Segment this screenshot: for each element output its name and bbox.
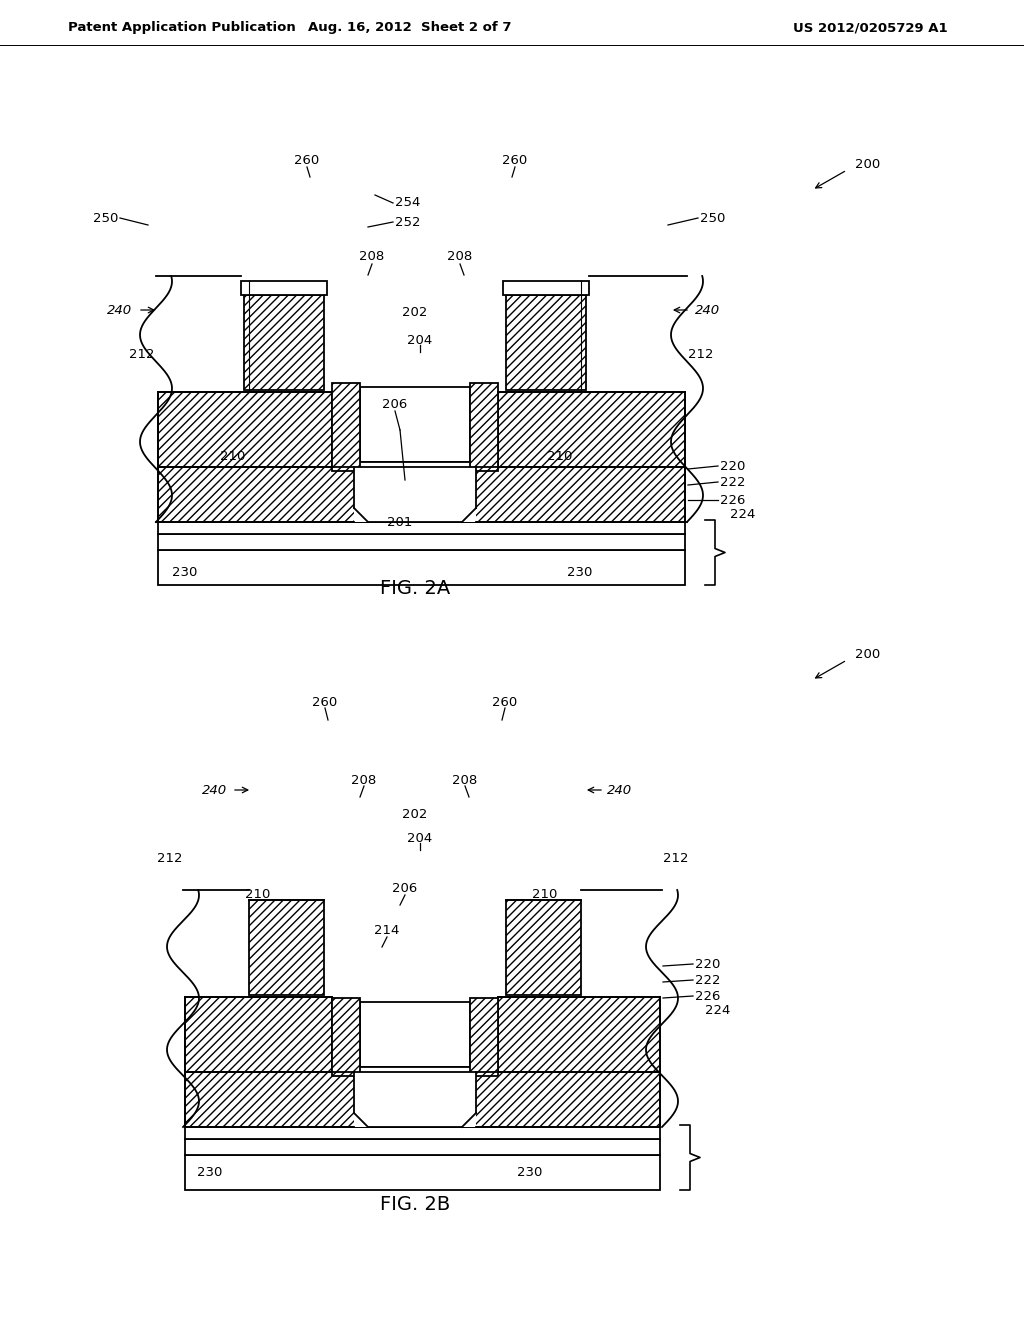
Text: 200: 200 [855, 648, 881, 661]
Text: 214: 214 [375, 924, 399, 936]
Text: 240: 240 [695, 304, 721, 317]
Text: 204: 204 [408, 832, 432, 845]
Bar [498, 392, 685, 467]
Bar [158, 467, 685, 521]
Text: 230: 230 [198, 1166, 222, 1179]
Bar [332, 383, 360, 471]
Bar [360, 1002, 470, 1067]
Text: 208: 208 [453, 774, 477, 787]
Text: 212: 212 [157, 851, 182, 865]
Text: 212: 212 [663, 851, 688, 865]
Text: 250: 250 [700, 211, 725, 224]
Bar [158, 550, 685, 585]
Text: 230: 230 [172, 565, 198, 578]
Text: 212: 212 [129, 348, 155, 362]
Text: 208: 208 [359, 251, 385, 264]
Bar [354, 1067, 476, 1076]
Text: 226: 226 [695, 990, 720, 1002]
Bar [354, 462, 476, 471]
Text: 210: 210 [246, 888, 270, 902]
Text: 260: 260 [294, 153, 319, 166]
Text: 202: 202 [402, 305, 428, 318]
Text: 260: 260 [312, 696, 338, 709]
Text: 260: 260 [503, 153, 527, 166]
Text: 224: 224 [730, 508, 756, 521]
Bar [244, 294, 324, 389]
Text: 212: 212 [688, 348, 714, 362]
Bar [354, 467, 476, 521]
Bar [185, 1155, 660, 1191]
Text: 220: 220 [695, 957, 720, 970]
Text: 240: 240 [203, 784, 227, 796]
Text: 230: 230 [567, 565, 593, 578]
Text: 230: 230 [517, 1166, 543, 1179]
Text: 201: 201 [387, 516, 413, 528]
Bar [503, 281, 589, 294]
Bar [158, 521, 685, 535]
Bar [241, 281, 327, 294]
Bar [185, 997, 332, 1072]
Text: 252: 252 [395, 215, 421, 228]
Text: 206: 206 [382, 397, 408, 411]
Text: Aug. 16, 2012  Sheet 2 of 7: Aug. 16, 2012 Sheet 2 of 7 [308, 21, 512, 34]
Bar [354, 1072, 476, 1127]
Bar [332, 998, 360, 1076]
Text: 224: 224 [705, 1003, 730, 1016]
Text: 250: 250 [92, 211, 118, 224]
Text: 210: 210 [532, 888, 558, 902]
Bar [506, 900, 581, 995]
Bar [185, 1127, 660, 1139]
Text: 200: 200 [855, 158, 881, 172]
Bar [506, 294, 586, 389]
Bar [158, 392, 332, 467]
Bar [360, 387, 470, 462]
Text: 210: 210 [547, 450, 572, 462]
Bar [470, 383, 498, 471]
Text: 222: 222 [720, 475, 745, 488]
Text: 226: 226 [720, 494, 745, 507]
Text: 206: 206 [392, 882, 418, 895]
Bar [249, 900, 324, 995]
Bar [470, 998, 498, 1076]
Text: 240: 240 [108, 304, 132, 317]
Text: Patent Application Publication: Patent Application Publication [68, 21, 296, 34]
Text: 260: 260 [493, 696, 517, 709]
Text: 208: 208 [351, 774, 377, 787]
Text: 254: 254 [395, 197, 421, 210]
Text: 222: 222 [695, 974, 721, 986]
Text: 208: 208 [447, 251, 473, 264]
Bar [185, 1072, 660, 1127]
Text: US 2012/0205729 A1: US 2012/0205729 A1 [793, 21, 947, 34]
Text: FIG. 2B: FIG. 2B [380, 1196, 451, 1214]
Text: 202: 202 [402, 808, 428, 821]
Text: 220: 220 [720, 459, 745, 473]
Bar [185, 1139, 660, 1155]
Text: 210: 210 [220, 450, 246, 462]
Bar [158, 535, 685, 550]
Bar [498, 997, 660, 1072]
Text: FIG. 2A: FIG. 2A [380, 578, 451, 598]
Text: 204: 204 [408, 334, 432, 346]
Text: 240: 240 [607, 784, 633, 796]
